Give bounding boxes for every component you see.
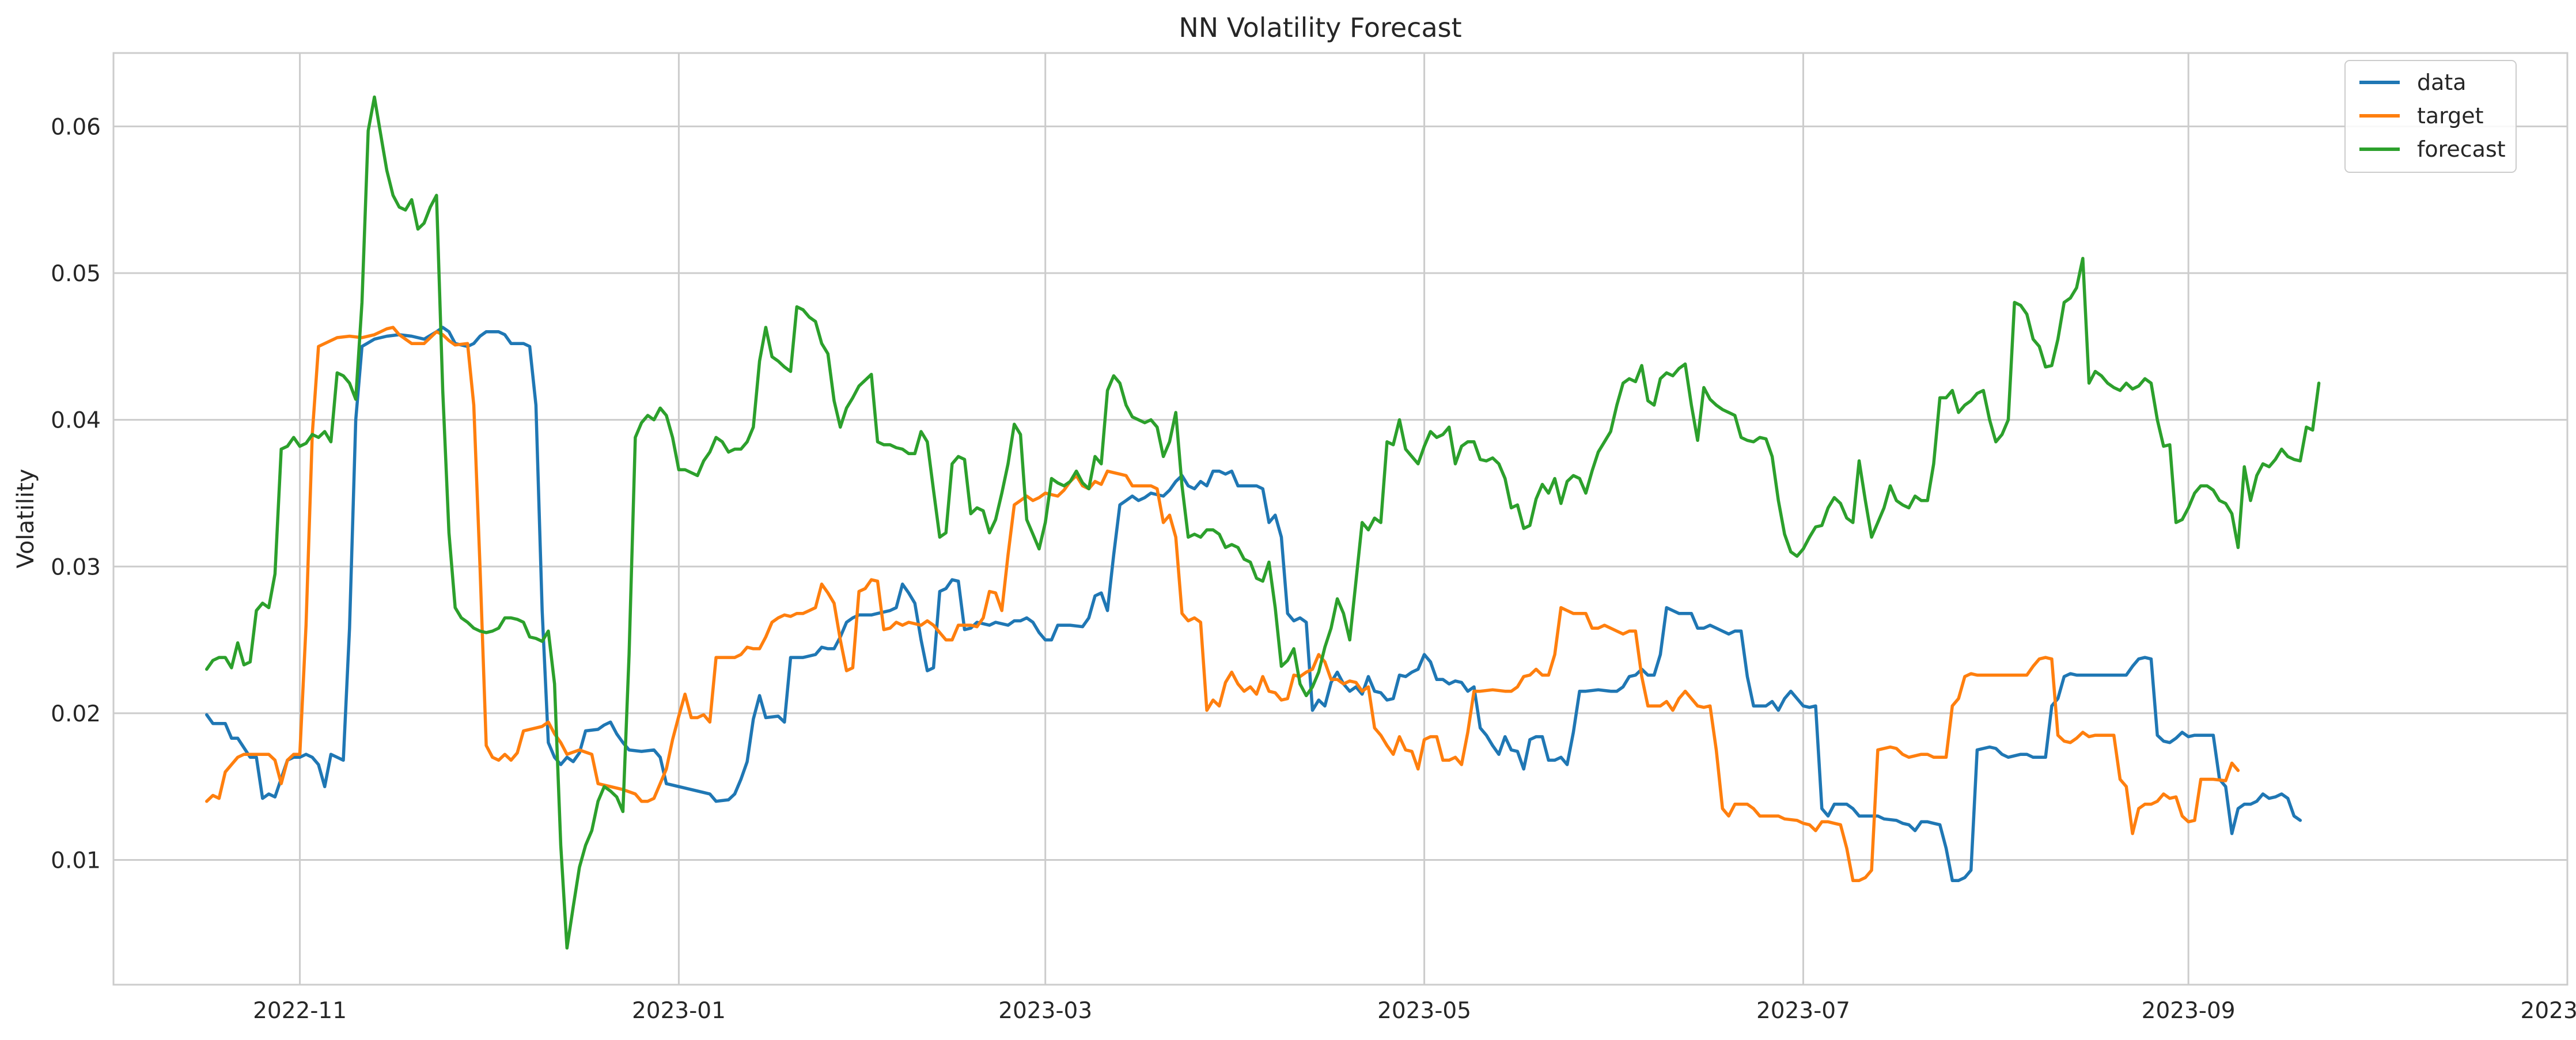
x-tick-label: 2023-05 bbox=[1377, 998, 1471, 1024]
legend-label-data: data bbox=[2417, 70, 2467, 95]
plot-area-background bbox=[113, 53, 2567, 985]
plot-area-border bbox=[112, 52, 2569, 986]
y-axis-ticks: 0.01 0.02 0.03 0.04 0.05 0.06 bbox=[51, 114, 101, 873]
x-tick-label: 2023-07 bbox=[1756, 998, 1850, 1024]
x-tick-label: 2023-11 bbox=[2521, 998, 2576, 1024]
y-axis-title: Volatility bbox=[13, 469, 39, 569]
legend-label-forecast: forecast bbox=[2417, 137, 2506, 162]
series-line-data bbox=[205, 326, 2302, 882]
series-lines bbox=[205, 95, 2321, 950]
y-tick-label: 0.03 bbox=[51, 554, 101, 580]
legend: data target forecast bbox=[2344, 60, 2517, 173]
chart-title: NN Volatility Forecast bbox=[1179, 12, 1461, 43]
y-tick-label: 0.02 bbox=[51, 701, 101, 727]
series-line-target bbox=[205, 326, 2240, 882]
x-tick-label: 2023-01 bbox=[632, 998, 726, 1024]
legend-box bbox=[2344, 60, 2517, 173]
x-axis-ticks: 2022-11 2023-01 2023-03 2023-05 2023-07 2023-… bbox=[253, 998, 2576, 1024]
y-tick-label: 0.01 bbox=[51, 848, 101, 874]
x-tick-label: 2022-11 bbox=[253, 998, 347, 1024]
y-tick-label: 0.04 bbox=[51, 408, 101, 434]
legend-label-target: target bbox=[2417, 103, 2484, 128]
series-line-forecast bbox=[205, 95, 2321, 950]
y-tick-label: 0.05 bbox=[51, 261, 101, 287]
x-tick-label: 2023-09 bbox=[2142, 998, 2236, 1024]
legend-items: data target forecast bbox=[2359, 70, 2506, 162]
x-tick-label: 2023-03 bbox=[998, 998, 1092, 1024]
y-tick-label: 0.06 bbox=[51, 114, 101, 140]
